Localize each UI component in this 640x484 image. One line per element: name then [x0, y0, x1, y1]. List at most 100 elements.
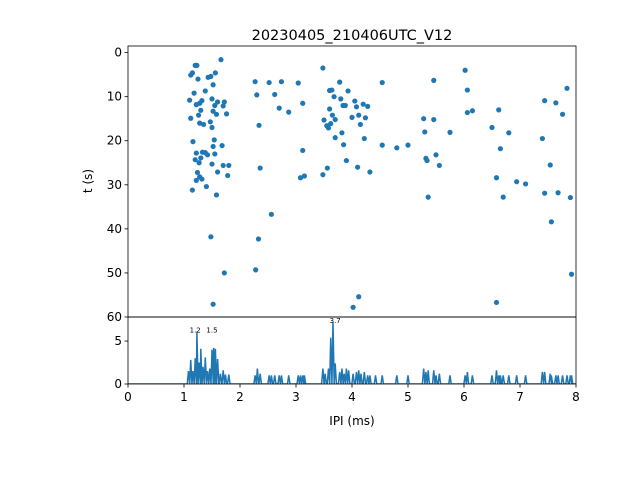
raster-point [201, 121, 207, 128]
raster-point [210, 143, 216, 150]
raster-point [196, 160, 202, 166]
raster-point [567, 194, 574, 201]
raster-point [337, 79, 343, 85]
raster-point [189, 187, 195, 193]
raster-point [223, 111, 230, 117]
raster-point [226, 162, 232, 169]
raster-point [464, 87, 470, 93]
raster-point [215, 169, 221, 175]
raster-point [218, 57, 224, 63]
histogram-x-tick-label: 8 [572, 390, 580, 404]
raster-point [215, 99, 221, 105]
raster-point [297, 175, 304, 181]
raster-point [188, 115, 194, 121]
raster-point [506, 130, 512, 136]
raster-point [424, 157, 430, 164]
raster-point [191, 90, 197, 96]
raster-point [202, 88, 208, 94]
raster-point [422, 129, 428, 135]
raster-point [338, 96, 344, 102]
raster-point [197, 120, 203, 126]
raster-point [367, 169, 373, 175]
raster-y-tick-label: 20 [107, 134, 122, 148]
raster-point [361, 135, 367, 142]
raster-point [199, 176, 205, 182]
raster-point [193, 102, 199, 108]
raster-point [210, 108, 216, 114]
raster-point [300, 100, 306, 106]
histogram-y-tick-label: 0 [114, 377, 122, 391]
histogram-x-tick-label: 5 [404, 390, 412, 404]
raster-point [203, 183, 209, 190]
histogram-x-tick-label: 0 [124, 390, 132, 404]
raster-point [187, 97, 193, 103]
raster-point [320, 65, 326, 71]
peak-label: 1.2 [190, 327, 201, 335]
raster-point [301, 173, 307, 179]
histogram-line [128, 322, 576, 384]
raster-points [187, 57, 575, 310]
raster-point [394, 145, 400, 151]
raster-point [300, 147, 306, 154]
raster-point [523, 181, 529, 187]
raster-point [542, 98, 548, 104]
raster-point [194, 169, 201, 176]
raster-point [433, 152, 439, 158]
peak-label: 1.5 [206, 327, 217, 335]
raster-point [221, 99, 227, 105]
raster-point [209, 161, 215, 167]
raster-point [469, 108, 475, 114]
raster-point [220, 162, 226, 169]
raster-point [514, 179, 520, 185]
raster-point [493, 175, 500, 181]
raster-point [253, 267, 259, 273]
raster-point [278, 79, 285, 85]
raster-point [425, 194, 431, 200]
raster-point [497, 146, 503, 152]
raster-point [211, 137, 217, 143]
raster-point [324, 165, 330, 171]
raster-point [542, 190, 548, 196]
raster-point [339, 130, 345, 136]
raster-point [255, 236, 262, 242]
raster-point [356, 112, 362, 118]
raster-point [195, 112, 202, 118]
raster-point [207, 119, 213, 125]
raster-point [350, 304, 356, 310]
raster-y-tick-label: 50 [107, 266, 122, 280]
raster-point [193, 150, 199, 156]
raster-y-ticks: 0 10 20 30 40 50 60 [107, 46, 128, 324]
raster-point [321, 117, 327, 123]
raster-y-tick-label: 0 [114, 46, 122, 60]
histogram-x-tick-label: 7 [516, 390, 524, 404]
raster-point [212, 70, 218, 76]
raster-point [221, 270, 227, 276]
raster-point [257, 165, 263, 171]
raster-y-tick-label: 10 [107, 90, 122, 104]
raster-point [462, 67, 468, 73]
raster-point [268, 211, 274, 217]
histogram-x-tick-label: 1 [180, 390, 188, 404]
raster-point [208, 73, 214, 79]
raster-point [193, 177, 199, 183]
raster-point [219, 142, 225, 149]
peak-label: 3.7 [330, 317, 341, 325]
raster-point [328, 120, 334, 127]
raster-point [210, 301, 216, 307]
raster-point [252, 79, 258, 85]
histogram-x-tick-label: 3 [292, 390, 300, 404]
raster-point [365, 103, 371, 109]
raster-point [405, 142, 411, 148]
raster-point [360, 101, 366, 107]
histogram-x-label: IPI (ms) [329, 414, 374, 428]
raster-point [436, 162, 442, 169]
raster-point [210, 82, 216, 88]
raster-point [332, 116, 338, 123]
raster-point [568, 271, 575, 277]
raster-point [204, 152, 211, 158]
raster-point [209, 124, 215, 131]
raster-point [212, 151, 218, 157]
raster-point [286, 109, 292, 115]
